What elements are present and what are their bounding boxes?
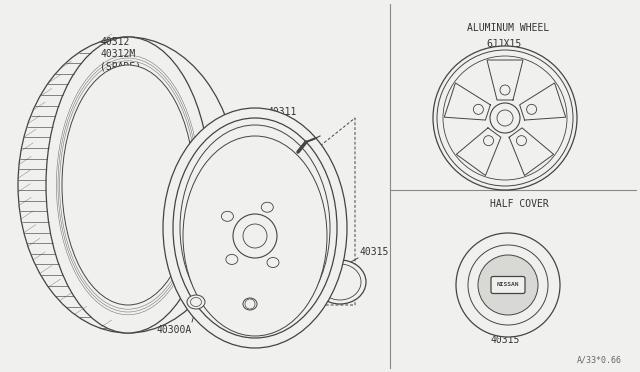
Ellipse shape <box>187 295 205 309</box>
Ellipse shape <box>226 254 238 264</box>
Ellipse shape <box>180 125 330 331</box>
Text: 40300A: 40300A <box>156 325 191 335</box>
Ellipse shape <box>319 264 361 300</box>
Polygon shape <box>444 83 490 120</box>
Ellipse shape <box>173 118 337 338</box>
Text: 40315: 40315 <box>360 247 389 257</box>
Circle shape <box>500 85 510 95</box>
Text: 6JJX15: 6JJX15 <box>486 39 522 49</box>
Text: 40224: 40224 <box>229 325 259 335</box>
Polygon shape <box>520 83 566 120</box>
Text: A/33*0.66: A/33*0.66 <box>577 356 622 365</box>
Circle shape <box>478 255 538 315</box>
Ellipse shape <box>46 37 210 333</box>
Circle shape <box>443 56 567 180</box>
Circle shape <box>474 105 483 114</box>
Text: 40300M: 40300M <box>186 141 221 151</box>
Ellipse shape <box>267 257 279 267</box>
Ellipse shape <box>221 211 234 221</box>
Circle shape <box>433 46 577 190</box>
Text: 40315: 40315 <box>490 335 520 345</box>
Circle shape <box>456 233 560 337</box>
Circle shape <box>484 136 493 146</box>
Text: 40312: 40312 <box>100 37 129 47</box>
Circle shape <box>437 50 573 186</box>
Text: HALF COVER: HALF COVER <box>490 199 548 209</box>
Text: 40311: 40311 <box>268 107 298 117</box>
Ellipse shape <box>62 65 194 305</box>
Ellipse shape <box>18 37 238 333</box>
Circle shape <box>245 299 255 309</box>
FancyBboxPatch shape <box>491 276 525 294</box>
Polygon shape <box>456 128 501 176</box>
Text: (SPARE): (SPARE) <box>100 61 141 71</box>
Circle shape <box>516 136 527 146</box>
Ellipse shape <box>314 260 366 304</box>
Circle shape <box>468 245 548 325</box>
Polygon shape <box>509 128 554 176</box>
Circle shape <box>233 214 277 258</box>
Circle shape <box>490 103 520 133</box>
Ellipse shape <box>163 108 347 348</box>
Ellipse shape <box>243 298 257 310</box>
Text: 40300M: 40300M <box>488 165 523 175</box>
Text: ALUMINUM WHEEL: ALUMINUM WHEEL <box>467 23 549 33</box>
Circle shape <box>497 110 513 126</box>
Ellipse shape <box>183 136 327 336</box>
Ellipse shape <box>261 202 273 212</box>
Polygon shape <box>487 60 523 100</box>
Text: 40312M: 40312M <box>100 49 135 59</box>
Circle shape <box>243 224 267 248</box>
Circle shape <box>527 105 536 114</box>
Text: NISSAN: NISSAN <box>497 282 519 288</box>
